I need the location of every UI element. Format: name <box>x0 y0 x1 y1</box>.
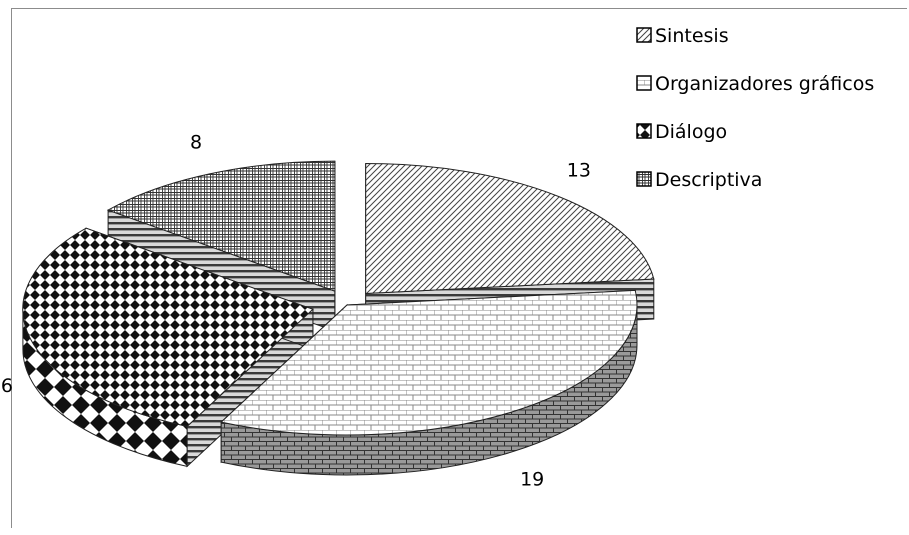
legend-item-organizadores-graficos: Organizadores gráficos <box>636 73 874 95</box>
legend-label-descriptiva: Descriptiva <box>655 169 762 191</box>
legend: Sintesis Organizadores gráficos Diálogo Des… <box>636 25 874 191</box>
pie-slice-dialogo <box>22 227 314 468</box>
legend-swatch-dialogo <box>636 123 652 139</box>
data-label-dialogo: 16 <box>0 375 13 397</box>
legend-swatch-organizadores-graficos <box>636 75 652 91</box>
slice-top-sintesis <box>365 162 655 295</box>
legend-item-sintesis: Sintesis <box>636 25 729 47</box>
legend-swatch-descriptiva <box>636 171 652 187</box>
legend-label-sintesis: Sintesis <box>655 25 729 47</box>
legend-swatch-sintesis <box>636 27 652 43</box>
data-label-descriptiva: 8 <box>190 132 202 154</box>
slice-top-dialogo <box>22 227 314 427</box>
pie-slices <box>22 160 655 476</box>
legend-item-dialogo: Diálogo <box>636 121 727 143</box>
data-label-sintesis: 13 <box>567 160 591 182</box>
data-label-organizadores-graficos: 19 <box>520 469 544 491</box>
legend-item-descriptiva: Descriptiva <box>636 169 762 191</box>
pie-slice-organizadores-graficos <box>220 289 638 476</box>
slice-top-organizadores-graficos <box>220 289 638 436</box>
data-labels: 13 19 16 8 <box>0 132 591 491</box>
legend-label-dialogo: Diálogo <box>655 121 727 143</box>
slice-top-descriptiva <box>106 160 336 292</box>
legend-label-organizadores-graficos: Organizadores gráficos <box>655 73 874 95</box>
